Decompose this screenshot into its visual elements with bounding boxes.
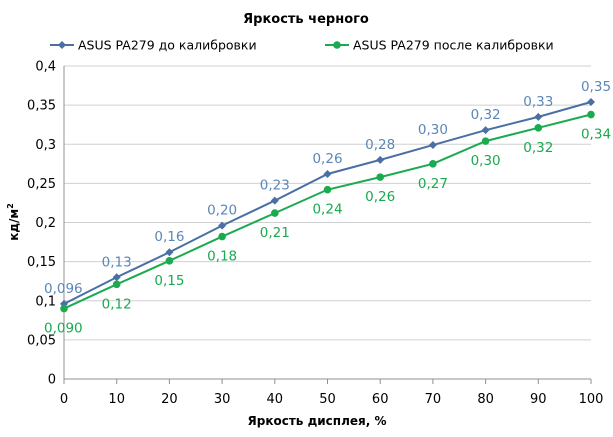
data-point-circle bbox=[376, 173, 385, 181]
y-axis-title-superscript: 2 bbox=[6, 203, 15, 209]
x-tick-label: 30 bbox=[214, 392, 231, 407]
legend: ASUS PA279 до калибровки ASUS PA279 после… bbox=[50, 38, 554, 53]
legend-label: ASUS PA279 до калибровки bbox=[78, 38, 257, 53]
data-label: 0,21 bbox=[260, 225, 290, 241]
legend-marker-diamond bbox=[58, 41, 66, 49]
y-axis-title-main: кд/м bbox=[7, 209, 21, 241]
y-tick-labels: 0 0,05 0,1 0,15 0,2 0,25 0,3 0,35 0,4 bbox=[27, 60, 56, 388]
data-label: 0,35 bbox=[581, 79, 611, 95]
y-tick-label: 0,35 bbox=[27, 99, 56, 114]
y-tick-label: 0,25 bbox=[27, 177, 56, 192]
data-point-diamond bbox=[218, 221, 227, 230]
data-label: 0,30 bbox=[471, 153, 501, 169]
data-label: 0,32 bbox=[471, 107, 501, 123]
data-point-circle bbox=[481, 137, 490, 145]
data-label: 0,096 bbox=[44, 281, 83, 297]
data-labels: 0,096 0,13 0,16 0,20 0,23 0,26 0,28 0,30 0,32 0,3… bbox=[44, 79, 611, 337]
y-axis-title: кд/м2 bbox=[6, 203, 21, 241]
data-label: 0,090 bbox=[44, 321, 83, 337]
data-label: 0,24 bbox=[312, 202, 342, 218]
data-point-circle bbox=[112, 280, 121, 289]
data-label: 0,20 bbox=[207, 203, 237, 219]
data-point-diamond bbox=[323, 169, 332, 178]
data-label: 0,16 bbox=[154, 229, 184, 245]
axes bbox=[63, 66, 592, 384]
data-label: 0,26 bbox=[365, 189, 395, 205]
y-axis-title-group: кд/м2 bbox=[6, 203, 21, 241]
data-point-diamond bbox=[587, 97, 595, 106]
x-tick-label: 20 bbox=[161, 392, 178, 407]
x-tick-label: 70 bbox=[425, 392, 442, 407]
y-tick-label: 0,1 bbox=[35, 294, 56, 309]
data-label: 0,15 bbox=[154, 273, 184, 289]
y-tick-label: 0,05 bbox=[27, 333, 56, 348]
data-label: 0,33 bbox=[523, 94, 553, 110]
series-group bbox=[60, 97, 595, 313]
data-point-diamond bbox=[481, 126, 490, 135]
data-point-diamond bbox=[165, 248, 174, 257]
x-tick-label: 60 bbox=[372, 392, 389, 407]
data-point-diamond bbox=[428, 141, 437, 150]
y-tick-label: 0,2 bbox=[35, 216, 56, 231]
x-tick-label: 50 bbox=[319, 392, 336, 407]
chart-title: Яркость черного bbox=[243, 12, 369, 27]
legend-label: ASUS PA279 после калибровки bbox=[353, 38, 554, 53]
data-point-circle bbox=[60, 304, 68, 313]
data-label: 0,12 bbox=[102, 296, 132, 312]
x-tick-label: 0 bbox=[60, 392, 68, 407]
data-point-circle bbox=[323, 185, 332, 194]
data-point-circle bbox=[165, 257, 174, 265]
x-tick-label: 10 bbox=[108, 392, 125, 407]
x-axis-title: Яркость дисплея, % bbox=[248, 414, 387, 428]
x-tick-label: 90 bbox=[530, 392, 547, 407]
x-tick-labels: 0 10 20 30 40 50 60 70 80 90 100 bbox=[60, 392, 604, 407]
data-label: 0,18 bbox=[207, 249, 237, 265]
data-point-circle bbox=[271, 209, 279, 217]
y-tick-label: 0,4 bbox=[35, 60, 56, 75]
data-point-circle bbox=[534, 124, 543, 132]
data-point-circle bbox=[218, 232, 226, 241]
legend-marker-circle bbox=[333, 41, 341, 49]
data-label: 0,26 bbox=[312, 151, 342, 167]
y-tick-label: 0,15 bbox=[27, 255, 56, 270]
y-tick-label: 0 bbox=[48, 373, 56, 388]
data-point-diamond bbox=[376, 155, 385, 164]
x-tick-label: 80 bbox=[477, 392, 494, 407]
data-label: 0,30 bbox=[418, 122, 448, 138]
data-point-diamond bbox=[112, 273, 121, 282]
data-label: 0,34 bbox=[581, 127, 611, 143]
data-point-circle bbox=[587, 110, 595, 119]
y-tick-label: 0,3 bbox=[35, 138, 56, 153]
data-point-diamond bbox=[534, 112, 543, 121]
data-point-circle bbox=[429, 160, 437, 168]
data-label: 0,27 bbox=[418, 176, 448, 192]
data-label: 0,32 bbox=[523, 140, 553, 156]
data-label: 0,13 bbox=[102, 254, 132, 270]
data-point-diamond bbox=[270, 196, 279, 205]
x-tick-label: 100 bbox=[579, 392, 604, 407]
data-label: 0,23 bbox=[260, 178, 290, 194]
data-label: 0,28 bbox=[365, 137, 395, 153]
x-tick-label: 40 bbox=[267, 392, 284, 407]
